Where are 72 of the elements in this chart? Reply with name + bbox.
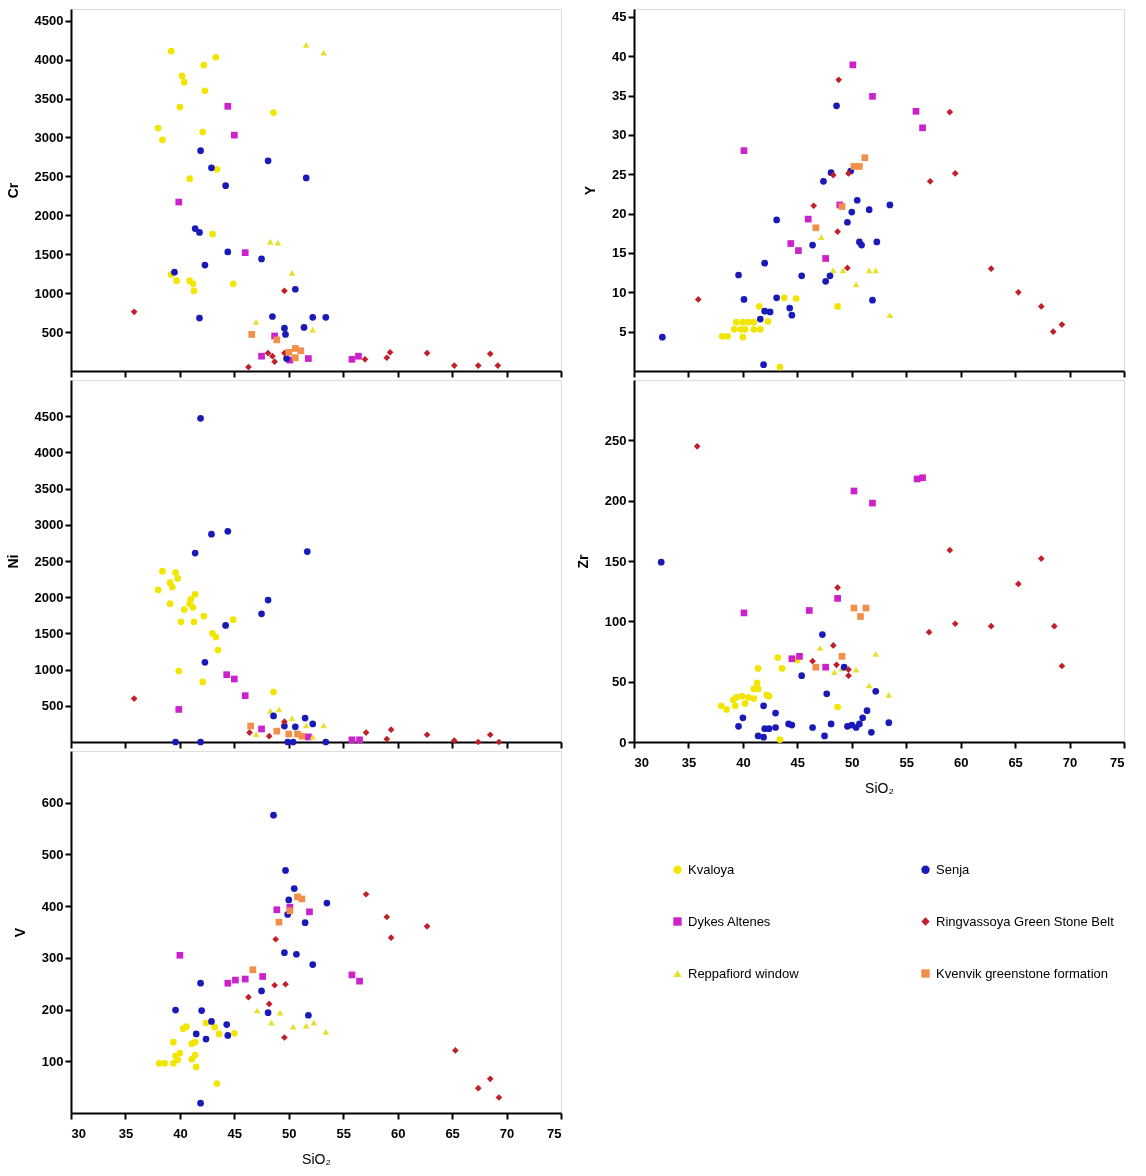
y-tick-label: 100 bbox=[41, 1053, 64, 1069]
y-tick-label: 30 bbox=[612, 127, 627, 143]
x-tick-label: 65 bbox=[1008, 754, 1023, 770]
y-tick-label: 200 bbox=[604, 493, 627, 509]
legend-label: Reppafiord window bbox=[688, 965, 800, 981]
y-tick-label: 200 bbox=[41, 1002, 64, 1018]
x-tick-label: 40 bbox=[736, 754, 751, 770]
legend-label: Kvenvik greenstone formation bbox=[936, 965, 1108, 981]
y-axis-title: Zr bbox=[574, 553, 591, 569]
x-axis-title: SiO₂ bbox=[302, 1150, 331, 1167]
x-tick-label: 65 bbox=[445, 1125, 460, 1141]
legend-label: Ringvassoya Green Stone Belt bbox=[936, 913, 1115, 929]
y-tick-label: 35 bbox=[612, 88, 627, 104]
y-tick-label: 3500 bbox=[34, 481, 64, 497]
x-tick-label: 70 bbox=[1062, 754, 1078, 770]
y-tick-label: 20 bbox=[612, 206, 627, 222]
legend-label: Dykes Altenes bbox=[688, 913, 771, 929]
y-tick-label: 2000 bbox=[34, 207, 64, 223]
y-tick-label: 500 bbox=[41, 846, 64, 862]
x-tick-label: 60 bbox=[390, 1125, 406, 1141]
y-tick-label: 10 bbox=[612, 284, 627, 300]
x-tick-label: 45 bbox=[227, 1125, 243, 1141]
x-tick-label: 75 bbox=[547, 1125, 562, 1141]
y-tick-label: 400 bbox=[41, 898, 64, 914]
y-tick-label: 1000 bbox=[34, 285, 64, 301]
y-tick-label: 3500 bbox=[34, 91, 64, 107]
y-axis-title: Cr bbox=[4, 182, 21, 199]
y-tick-label: 0 bbox=[619, 734, 627, 750]
y-tick-label: 2500 bbox=[34, 168, 64, 184]
x-tick-label: 55 bbox=[336, 1125, 351, 1141]
legend-label: Kvaloya bbox=[688, 861, 736, 877]
y-tick-label: 4000 bbox=[34, 444, 64, 460]
y-tick-label: 3000 bbox=[34, 129, 64, 145]
y-axis-title: V bbox=[11, 927, 28, 938]
x-tick-label: 50 bbox=[282, 1125, 297, 1141]
y-tick-label: 500 bbox=[41, 698, 64, 714]
y-axis-title: Ni bbox=[4, 554, 21, 569]
y-tick-label: 50 bbox=[612, 674, 627, 690]
x-tick-label: 35 bbox=[681, 754, 697, 770]
y-tick-label: 2500 bbox=[34, 553, 64, 569]
x-tick-label: 45 bbox=[790, 754, 806, 770]
legend-label: Senja bbox=[936, 861, 971, 877]
y-tick-label: 1000 bbox=[34, 662, 64, 678]
x-tick-label: 30 bbox=[634, 754, 649, 770]
y-tick-label: 15 bbox=[612, 245, 627, 261]
x-tick-label: 60 bbox=[953, 754, 969, 770]
x-tick-label: 70 bbox=[499, 1125, 515, 1141]
y-tick-label: 250 bbox=[604, 432, 627, 448]
y-tick-label: 500 bbox=[41, 324, 64, 340]
y-tick-label: 100 bbox=[604, 613, 627, 629]
x-tick-label: 40 bbox=[173, 1125, 188, 1141]
y-tick-label: 300 bbox=[41, 950, 64, 966]
y-tick-label: 5 bbox=[619, 324, 627, 340]
y-tick-label: 600 bbox=[41, 795, 64, 811]
y-tick-label: 25 bbox=[612, 166, 627, 182]
y-tick-label: 1500 bbox=[34, 625, 64, 641]
y-tick-label: 4500 bbox=[34, 13, 64, 29]
y-tick-label: 3000 bbox=[34, 517, 64, 533]
y-tick-label: 150 bbox=[604, 553, 627, 569]
x-tick-label: 30 bbox=[71, 1125, 86, 1141]
y-tick-label: 1500 bbox=[34, 246, 64, 262]
y-tick-label: 45 bbox=[612, 9, 627, 25]
x-tick-label: 50 bbox=[845, 754, 860, 770]
x-axis-title: SiO₂ bbox=[865, 779, 894, 796]
y-tick-label: 4500 bbox=[34, 408, 64, 424]
y-axis-title: Y bbox=[582, 185, 599, 196]
y-tick-label: 2000 bbox=[34, 589, 64, 605]
y-tick-label: 40 bbox=[612, 48, 627, 64]
x-tick-label: 35 bbox=[118, 1125, 134, 1141]
x-tick-label: 75 bbox=[1110, 754, 1125, 770]
x-tick-label: 55 bbox=[899, 754, 914, 770]
y-tick-label: 4000 bbox=[34, 52, 64, 68]
